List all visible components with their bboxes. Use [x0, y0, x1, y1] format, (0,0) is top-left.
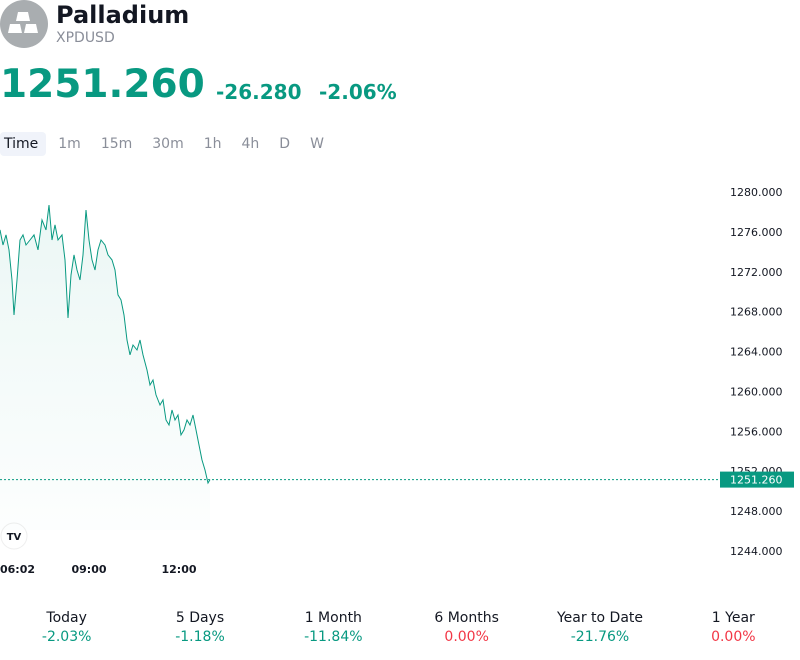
- period-label: Year to Date: [556, 610, 643, 626]
- interval-tab[interactable]: W: [310, 136, 324, 152]
- period: Today -2.03%: [0, 610, 133, 645]
- y-tick-label: 1264.000: [730, 346, 783, 359]
- y-tick-label: 1244.000: [730, 545, 783, 558]
- price: 1251.260: [0, 62, 205, 107]
- logo: [0, 0, 48, 48]
- period: 1 Month -11.84%: [267, 610, 400, 645]
- interval-tab[interactable]: 4h: [241, 136, 260, 152]
- interval-tab[interactable]: Time: [0, 132, 47, 156]
- period-label: Today: [46, 610, 87, 626]
- symbol: XPDUSD: [56, 30, 115, 46]
- period-change: 0.00%: [711, 629, 756, 645]
- change: -26.280: [216, 80, 302, 104]
- y-tick-label: 1260.000: [730, 385, 783, 398]
- interval-tab[interactable]: D: [279, 136, 291, 152]
- period: 5 Days -1.18%: [133, 610, 266, 645]
- period-change: -1.18%: [175, 629, 225, 645]
- last-price-label: 1251.260: [730, 474, 783, 487]
- area: [0, 205, 210, 530]
- period-label: 1 Month: [304, 610, 362, 626]
- y-tick-label: 1248.000: [730, 505, 783, 518]
- chart: TV 1244.0001248.0001252.0001256.0001260.…: [0, 186, 794, 576]
- svg-text:TV: TV: [7, 532, 22, 543]
- performance-row: Today -2.03% 5 Days -1.18% 1 Month -11.84% 6 M…: [0, 610, 800, 645]
- instrument-name: Palladium: [56, 1, 190, 29]
- period: 6 Months 0.00%: [400, 610, 533, 645]
- period: 1 Year 0.00%: [667, 610, 800, 645]
- interval-tab[interactable]: 1m: [58, 136, 81, 152]
- period-change: -2.03%: [41, 629, 92, 645]
- interval-tab[interactable]: 1h: [203, 136, 222, 152]
- x-tick-label: 09:00: [71, 563, 106, 576]
- y-tick-label: 1276.000: [730, 226, 783, 239]
- last-price-badge: [720, 471, 794, 488]
- period-label: 6 Months: [434, 610, 499, 626]
- y-tick-label: 1272.000: [730, 266, 783, 279]
- period-label: 1 Year: [711, 610, 755, 626]
- x-tick-label: 12:00: [161, 563, 196, 576]
- period-label: 5 Days: [175, 610, 225, 626]
- period-change: -21.76%: [570, 629, 630, 645]
- y-tick-label: 1256.000: [730, 425, 783, 438]
- x-tick-label: 06:02: [0, 563, 35, 576]
- period: Year to Date -21.76%: [533, 610, 666, 645]
- change-percent: -2.06%: [319, 80, 397, 104]
- period-change: -11.84%: [304, 629, 363, 645]
- price-line: [0, 204, 211, 485]
- y-tick-label: 1268.000: [730, 306, 783, 319]
- interval-tabs: Time 1m 15m 30m 1h 4h D W: [0, 132, 340, 156]
- period-change: 0.00%: [444, 629, 489, 645]
- interval-tab[interactable]: 15m: [100, 136, 133, 152]
- y-tick-label: 1280.000: [730, 186, 783, 199]
- interval-tab[interactable]: 30m: [152, 136, 184, 152]
